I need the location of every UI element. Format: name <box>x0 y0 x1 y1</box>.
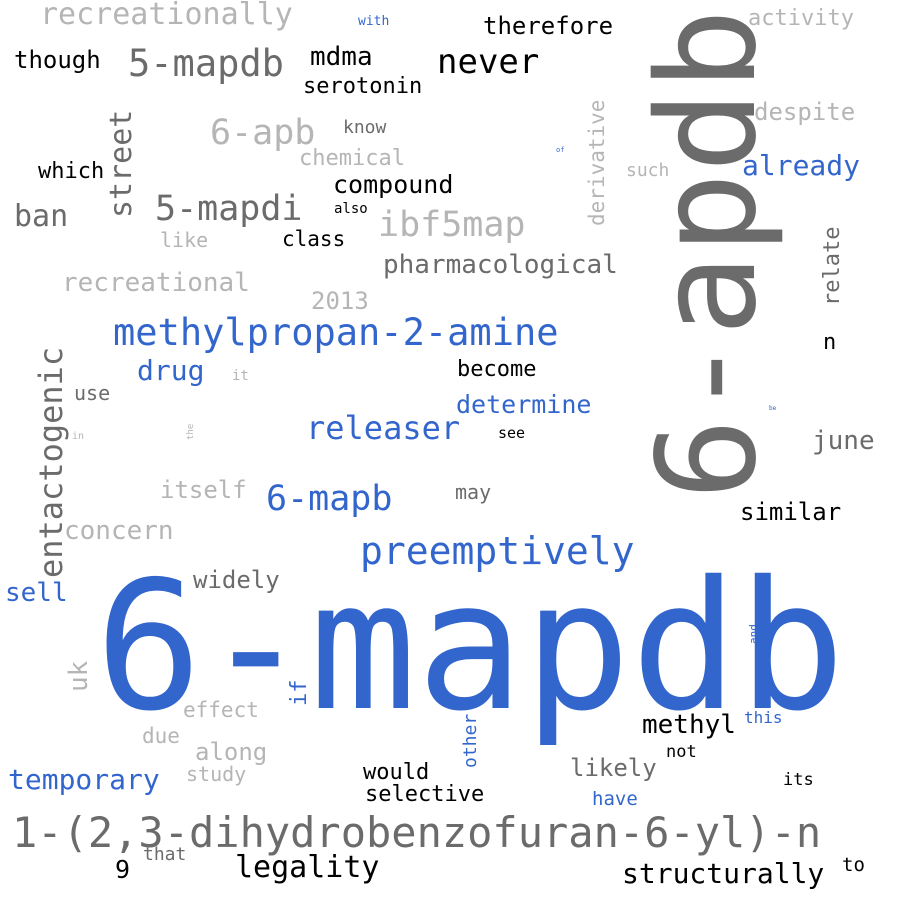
word-chemical: chemical <box>299 146 405 171</box>
word-widely: widely <box>193 566 280 594</box>
word-6-apdb: 6-apdb <box>629 8 787 500</box>
word-though: though <box>14 46 101 74</box>
word-along: along <box>195 738 268 766</box>
word-become: become <box>457 357 537 382</box>
word-compound: compound <box>333 170 454 199</box>
word-determine: determine <box>456 390 592 419</box>
word-like: like <box>160 228 209 252</box>
word-in: in <box>72 431 85 442</box>
word-methyl: methyl <box>642 710 736 740</box>
word-derivative: derivative <box>585 99 609 226</box>
word-1-2-3-dihydrobenzofuran-6-yl-n: 1-(2,3-dihydrobenzofuran-6-yl)-n <box>12 808 822 857</box>
word-be: be <box>769 405 777 412</box>
word-recreational: recreational <box>62 268 250 298</box>
word-to: to <box>842 854 865 876</box>
word-ban: ban <box>14 199 69 234</box>
word-legality: legality <box>235 850 380 885</box>
word-relate: relate <box>820 226 845 306</box>
word-temporary: temporary <box>8 763 160 796</box>
word-drug: drug <box>137 354 205 387</box>
word-5-mapdb: 5-mapdb <box>128 42 284 85</box>
word-releaser: releaser <box>306 409 461 447</box>
word-know: know <box>343 117 387 138</box>
word-n: n <box>823 330 837 355</box>
word-5-mapdi: 5-mapdi <box>155 189 303 229</box>
word-such: such <box>626 160 670 181</box>
word-other: other <box>460 713 481 768</box>
word-the: the <box>186 423 196 440</box>
word-concern: concern <box>64 516 174 546</box>
word-6-apb: 6-apb <box>210 113 316 153</box>
word-activity: activity <box>748 6 854 31</box>
word-not: not <box>666 742 697 762</box>
word-itself: itself <box>160 476 247 504</box>
word-that: that <box>143 844 187 865</box>
word-effect: effect <box>183 698 259 722</box>
word-despite: despite <box>754 98 856 126</box>
word-see: see <box>498 424 526 442</box>
word-preemptively: preemptively <box>360 529 635 573</box>
word-sell: sell <box>5 578 68 608</box>
word-mdma: mdma <box>310 42 373 72</box>
word-may: may <box>455 480 492 504</box>
word-with: with <box>358 14 390 29</box>
word-2013: 2013 <box>311 287 369 315</box>
word-pharmacological: pharmacological <box>383 250 618 280</box>
word-and: and <box>747 624 760 644</box>
word-selective: selective <box>365 782 485 807</box>
word-class: class <box>282 227 346 251</box>
word-which: which <box>38 159 105 184</box>
word-recreationally: recreationally <box>40 0 293 32</box>
word-entactogenic: entactogenic <box>32 346 70 578</box>
word-never: never <box>437 42 540 82</box>
word-6-mapb: 6-mapb <box>266 479 393 519</box>
word-use: use <box>74 381 111 405</box>
word-its: its <box>783 770 814 790</box>
word-ibf5map: ibf5map <box>378 205 526 245</box>
word-study: study <box>186 762 247 786</box>
word-already: already <box>742 149 861 182</box>
word-have: have <box>592 788 638 810</box>
word-9: 9 <box>115 855 131 884</box>
word-if: if <box>287 679 312 707</box>
word-also: also <box>334 201 368 217</box>
word-similar: similar <box>740 498 842 526</box>
word-likely: likely <box>570 754 657 782</box>
word-6-mapdb: 6-mapdb <box>95 543 846 750</box>
word-serotonin: serotonin <box>303 74 423 99</box>
word-street: street <box>104 109 139 218</box>
word-uk: uk <box>64 660 94 692</box>
word-this: this <box>744 708 783 727</box>
word-of: of <box>556 146 565 154</box>
word-it: it <box>232 368 249 384</box>
word-june: june <box>812 426 875 456</box>
word-methylpropan-2-amine: methylpropan-2-amine <box>113 311 559 354</box>
word-would: would <box>363 760 430 785</box>
word-structurally: structurally <box>622 857 825 890</box>
word-due: due <box>142 724 180 748</box>
word-therefore: therefore <box>483 12 614 40</box>
